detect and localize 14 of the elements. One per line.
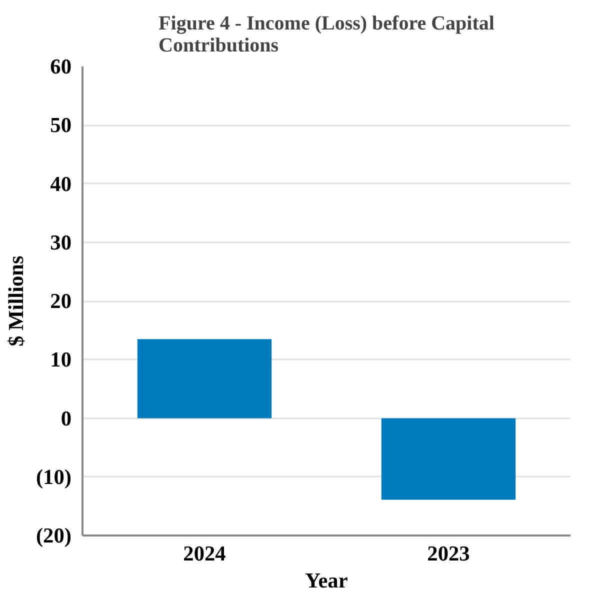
x-axis-title: Year <box>305 568 348 592</box>
y-tick-label: 0 <box>60 406 72 430</box>
y-tick-label: 10 <box>50 348 72 372</box>
y-tick-label: 60 <box>50 54 72 78</box>
y-tick-label: (10) <box>36 464 72 489</box>
y-tick-label: 50 <box>50 113 72 138</box>
y-tick-label: 20 <box>50 289 72 313</box>
x-tick-label: 2024 <box>183 542 226 566</box>
x-tick-label: 2023 <box>427 542 470 566</box>
chart-title: Figure 4 - Income (Loss) before Capital Contributions <box>158 12 495 56</box>
y-tick-label: (20) <box>36 524 72 548</box>
y-tick-label: 30 <box>50 230 72 254</box>
y-tick-label: 40 <box>50 172 72 196</box>
y-axis-title: $ Millions <box>4 256 28 346</box>
